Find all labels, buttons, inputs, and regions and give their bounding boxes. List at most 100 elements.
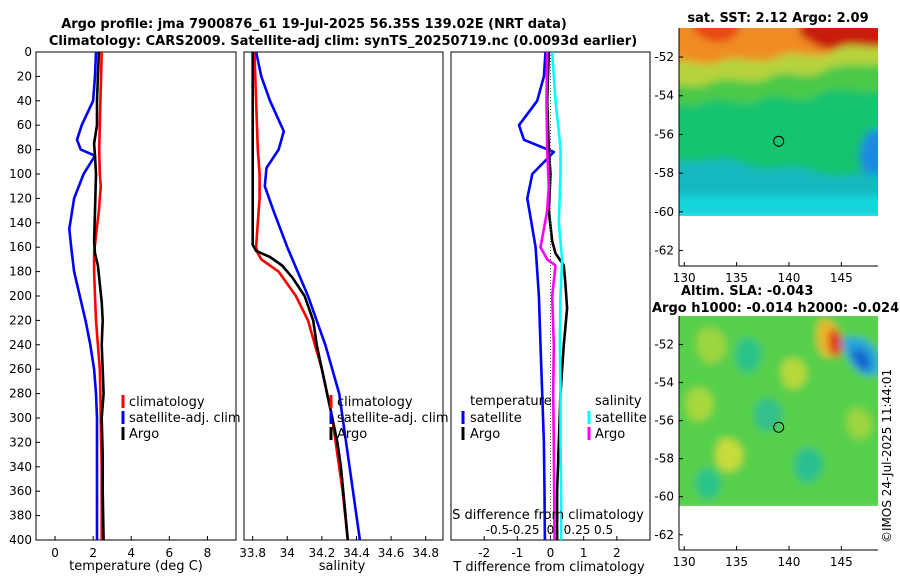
x-tick-label: 33.8 — [239, 546, 266, 560]
lon-tick-label: 140 — [778, 555, 801, 569]
x-tick-label: 34.2 — [309, 546, 336, 560]
legend-temperature-title: temperature — [470, 394, 552, 409]
series-t-satellite — [517, 52, 556, 540]
sst-argo-position-marker — [773, 135, 785, 147]
t-difference-xlabel: T difference from climatology — [452, 560, 645, 575]
salinity-x-axis: 33.8 34 34.2 34.4 34.6 34.8 — [239, 536, 439, 560]
lat-tick-label: -56 — [654, 127, 674, 141]
s-diff-tick-label: -0.25 — [508, 523, 539, 537]
depth-tick-label: 60 — [17, 118, 32, 132]
x-tick-label: 0 — [51, 546, 59, 560]
x-tick-label: 34 — [280, 546, 295, 560]
depth-tick-label: 160 — [9, 240, 32, 254]
lat-tick-label: -58 — [654, 452, 674, 466]
legend-s-satellite-label: satellite — [595, 411, 647, 426]
sst-map-title: sat. SST: 2.12 Argo: 2.09 — [687, 11, 868, 26]
depth-axis: 0 20 40 60 80 100 120 140 160 180 200 220 240 260 280 3… — [9, 45, 40, 547]
depth-tick-label: 240 — [9, 338, 32, 352]
depth-tick-label: 100 — [9, 167, 32, 181]
series-s-satellite — [550, 52, 564, 540]
lat-tick-label: -56 — [654, 414, 674, 428]
temperature-x-axis: 0 2 4 6 8 — [51, 536, 211, 560]
x-tick-label: 34.4 — [343, 546, 370, 560]
x-tick-label: 4 — [127, 546, 135, 560]
x-tick-label: 2 — [613, 546, 621, 560]
salinity-panel: 33.8 34 34.2 34.4 34.6 34.8 salinity climatol… — [239, 51, 449, 574]
s-difference-xlabel: S difference from climatology — [452, 508, 644, 523]
sst-field — [679, 28, 878, 266]
legend-argo-label: Argo — [337, 427, 367, 442]
x-tick-label: 0 — [547, 546, 555, 560]
depth-tick-label: 400 — [9, 533, 32, 547]
depth-tick-label: 320 — [9, 435, 32, 449]
depth-tick-label: 140 — [9, 216, 32, 230]
legend-t-satellite-label: satellite — [470, 411, 522, 426]
sla-map-lon-axis: 130 135 140 145 — [673, 546, 878, 569]
lat-tick-label: -52 — [654, 338, 674, 352]
series-argo — [251, 52, 350, 540]
depth-tick-label: 40 — [17, 94, 32, 108]
depth-tick-label: 120 — [9, 191, 32, 205]
s-difference-tick-labels: -0.5 -0.25 0 0.25 0.5 — [486, 523, 613, 537]
s-diff-tick-label: 0.25 — [564, 523, 591, 537]
legend-climatology-label: climatology — [129, 395, 205, 410]
series-argo — [92, 52, 105, 540]
salinity-legend: climatology satellite-adj. clim Argo — [329, 395, 449, 442]
sla-map-lat-axis: -52 -54 -56 -58 -60 -62 — [654, 316, 683, 550]
figure-title-line1: Argo profile: jma 7900876_61 19-Jul-2025… — [61, 17, 567, 32]
lat-tick-label: -54 — [654, 376, 674, 390]
legend-argo-label: Argo — [129, 427, 159, 442]
temperature-axes-box — [35, 51, 237, 541]
sst-map-lat-axis: -52 -54 -56 -58 -60 -62 — [654, 28, 683, 266]
lat-tick-label: -60 — [654, 490, 674, 504]
legend-t-argo-label: Argo — [470, 427, 500, 442]
legend-s-argo-label: Argo — [595, 427, 625, 442]
lat-tick-label: -54 — [654, 89, 674, 103]
sla-field — [679, 316, 878, 550]
x-tick-label: -1 — [511, 546, 523, 560]
sst-map-lon-axis: 130 135 140 145 — [673, 262, 878, 285]
temperature-legend: climatology satellite-adj. clim Argo — [121, 395, 241, 442]
depth-tick-label: 20 — [17, 69, 32, 83]
depth-tick-label: 260 — [9, 362, 32, 376]
series-satellite-adj-clim — [254, 52, 362, 540]
depth-tick-label: 80 — [17, 143, 32, 157]
temperature-panel: 0204060801001201401601802002202402602803… — [9, 45, 241, 574]
lon-tick-label: 140 — [778, 271, 801, 285]
s-diff-tick-label: 0.5 — [594, 523, 613, 537]
depth-tick-label: 380 — [9, 509, 32, 523]
depth-tick-label: 340 — [9, 460, 32, 474]
temperature-xlabel: temperature (deg C) — [69, 559, 203, 574]
sla-map-subtitle: Argo h1000: -0.014 h2000: -0.024 — [652, 301, 899, 316]
difference-profiles — [517, 52, 569, 540]
x-tick-label: 6 — [166, 546, 174, 560]
legend-salinity-title: salinity — [595, 394, 642, 409]
legend-climatology-label: climatology — [337, 395, 413, 410]
lat-tick-label: -52 — [654, 50, 674, 64]
lon-tick-label: 130 — [673, 271, 696, 285]
lon-tick-label: 135 — [725, 271, 748, 285]
legend-satellite-label: satellite-adj. clim — [337, 411, 449, 426]
lon-tick-label: 145 — [830, 271, 853, 285]
salinity-xlabel: salinity — [319, 559, 366, 574]
series-s-argo — [539, 52, 557, 540]
s-diff-tick-label: -0.5 — [486, 523, 509, 537]
figure-title-line2: Climatology: CARS2009. Satellite-adj cli… — [49, 34, 637, 49]
lon-tick-label: 130 — [673, 555, 696, 569]
depth-tick-label: 220 — [9, 313, 32, 327]
difference-panel: -2 -1 0 1 2 T difference from climatology S … — [450, 51, 651, 575]
x-tick-label: 34.6 — [378, 546, 405, 560]
x-tick-label: 2 — [89, 546, 97, 560]
lon-tick-label: 145 — [830, 555, 853, 569]
lat-tick-label: -60 — [654, 205, 674, 219]
x-tick-label: -2 — [478, 546, 490, 560]
depth-tick-label: 0 — [24, 45, 32, 59]
sla-argo-position-marker — [773, 421, 785, 433]
legend-satellite-label: satellite-adj. clim — [129, 411, 241, 426]
series-climatology — [253, 52, 350, 540]
salinity-profiles — [251, 52, 362, 540]
series-satellite-adj-clim — [68, 52, 99, 540]
sla-map-title: Altim. SLA: -0.043 — [681, 284, 813, 299]
lat-tick-label: -62 — [654, 244, 674, 258]
